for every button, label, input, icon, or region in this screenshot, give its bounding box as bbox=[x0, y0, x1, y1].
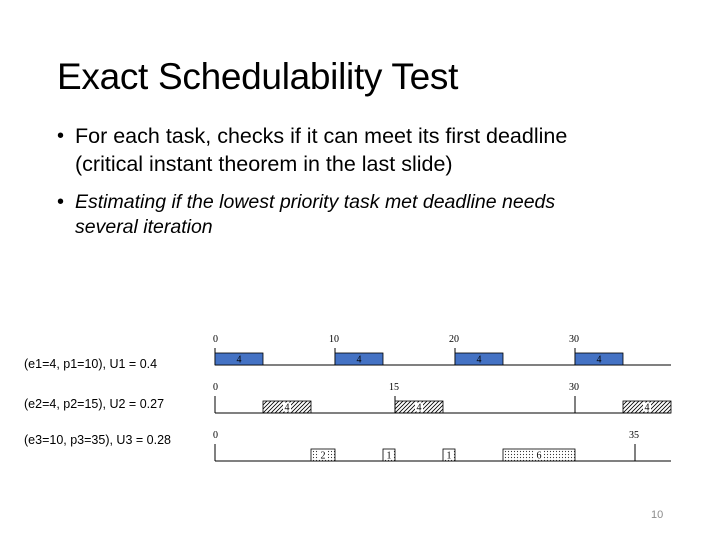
tick-label: 10 bbox=[329, 334, 339, 345]
bullet-2-line-2: several iteration bbox=[75, 216, 213, 238]
bullet-1-line-2: (critical instant theorem in the last sl… bbox=[75, 152, 453, 176]
job-label-bg bbox=[535, 450, 543, 460]
bullet-1-line-1: For each task, checks if it can meet its… bbox=[75, 124, 568, 148]
tick-label: 35 bbox=[629, 430, 639, 441]
job-label-bg bbox=[643, 402, 651, 412]
job-label: 6 bbox=[537, 451, 542, 462]
job-label-bg bbox=[445, 450, 453, 460]
tick-label: 0 bbox=[213, 334, 218, 345]
task-2-label: (e2=4, p2=15), U2 = 0.27 bbox=[24, 397, 165, 411]
job-label-bg bbox=[475, 354, 483, 364]
bullet-1: • For each task, checks if it can meet i… bbox=[57, 122, 567, 178]
job-label: 4 bbox=[477, 355, 482, 366]
job-label: 4 bbox=[357, 355, 362, 366]
job-label-bg bbox=[319, 450, 327, 460]
job-label: 4 bbox=[285, 403, 290, 414]
page-number: 10 bbox=[651, 509, 664, 521]
tick-label: 15 bbox=[389, 382, 399, 393]
tick-label: 30 bbox=[569, 334, 579, 345]
job-label-bg bbox=[235, 354, 243, 364]
bullet-2-line-1: Estimating if the lowest priority task m… bbox=[75, 191, 556, 213]
bullet-2-text: Estimating if the lowest priority task m… bbox=[75, 190, 555, 240]
job-label: 2 bbox=[321, 451, 326, 462]
job-label-bg bbox=[355, 354, 363, 364]
job-label-bg bbox=[595, 354, 603, 364]
tick-label: 30 bbox=[569, 382, 579, 393]
bullet-dot: • bbox=[57, 191, 65, 213]
job-label: 1 bbox=[387, 451, 392, 462]
task-3-label: (e3=10, p3=35), U3 = 0.28 bbox=[24, 433, 171, 447]
tick-label: 0 bbox=[213, 430, 218, 441]
job-label: 4 bbox=[597, 355, 602, 366]
task-1-label: (e1=4, p1=10), U1 = 0.4 bbox=[24, 357, 158, 371]
job-label: 4 bbox=[237, 355, 242, 366]
bullet-dot: • bbox=[57, 125, 65, 147]
job-label-bg bbox=[415, 402, 423, 412]
bullet-2: • Estimating if the lowest priority task… bbox=[57, 190, 555, 240]
job-label: 1 bbox=[447, 451, 452, 462]
tick-label: 0 bbox=[213, 382, 218, 393]
tick-label: 20 bbox=[449, 334, 459, 345]
job-label-bg bbox=[283, 402, 291, 412]
job-label-bg bbox=[385, 450, 393, 460]
job-label: 4 bbox=[645, 403, 650, 414]
job-label: 4 bbox=[417, 403, 422, 414]
bullet-1-text: For each task, checks if it can meet its… bbox=[75, 122, 567, 178]
slide-title: Exact Schedulability Test bbox=[57, 56, 459, 97]
